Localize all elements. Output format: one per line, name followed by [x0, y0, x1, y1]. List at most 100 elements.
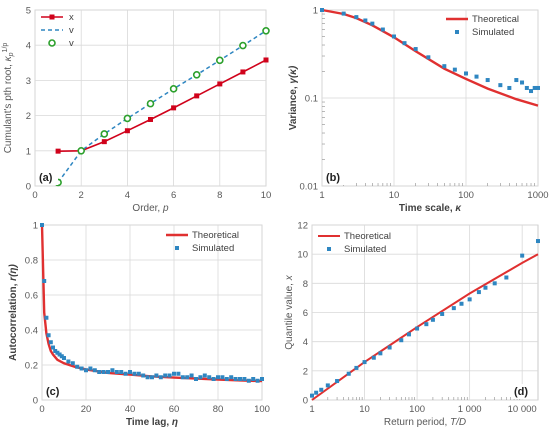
simulated-marker: [524, 85, 529, 90]
simulated-marker: [92, 368, 97, 373]
simulated-marker: [202, 373, 207, 378]
simulated-marker: [442, 64, 447, 69]
y-axis-label: Autocorrelation, r(η): [8, 263, 19, 360]
simulated-marker: [335, 379, 340, 384]
simulated-marker: [371, 355, 376, 360]
simulated-marker: [483, 285, 488, 290]
panel-label: (c): [46, 386, 60, 398]
series-v-marker: [216, 56, 224, 65]
x-axis-label: Order, p: [132, 203, 169, 214]
simulated-marker: [172, 371, 176, 376]
simulated-marker: [158, 375, 163, 380]
series-x-marker: [171, 105, 177, 111]
simulated-marker: [363, 18, 368, 23]
legend-swatch: [327, 247, 331, 251]
panel-label: (d): [514, 386, 528, 398]
simulated-marker: [145, 375, 150, 380]
x-tick-label: 2: [79, 190, 84, 201]
simulated-marker: [387, 345, 392, 350]
simulated-marker: [514, 78, 519, 83]
x-tick-label: 1000: [527, 190, 548, 201]
series-x-line: [58, 59, 267, 152]
series-v-dashed-line: [57, 30, 267, 183]
y-tick-label: 0.2: [25, 361, 38, 372]
simulated-marker: [467, 297, 472, 302]
series-x-marker: [240, 69, 246, 75]
legend-label: Theoretical: [472, 14, 519, 25]
legend-swatch: [455, 30, 459, 34]
simulated-marker: [354, 15, 359, 20]
simulated-marker: [185, 375, 190, 380]
simulated-marker: [440, 311, 445, 316]
simulated-marker: [150, 375, 154, 380]
simulated-marker: [242, 377, 247, 381]
simulated-marker: [536, 239, 540, 244]
y-axis-label: Cumulant's pth root, κp1/p: [2, 43, 15, 154]
simulated-marker: [520, 253, 525, 258]
simulated-marker: [106, 370, 110, 374]
simulated-marker: [529, 89, 534, 94]
y-tick-label: 5: [26, 6, 31, 17]
simulated-marker: [341, 11, 346, 16]
y-axis-label: Quantile value, x: [284, 274, 295, 350]
y-tick-label: 0.6: [25, 291, 38, 302]
simulated-marker: [141, 373, 146, 378]
theoretical-line: [321, 8, 539, 107]
plot-area: [41, 224, 263, 401]
simulated-marker: [424, 322, 429, 327]
simulated-marker: [532, 85, 537, 90]
series-v-marker: [123, 114, 132, 123]
simulated-marker: [402, 41, 407, 46]
simulated-marker: [246, 378, 251, 383]
simulated-marker: [406, 332, 411, 337]
x-tick-label: 1: [309, 404, 314, 415]
simulated-marker: [44, 315, 49, 320]
panel-label-bg: [511, 384, 533, 399]
series-x-marker: [217, 81, 223, 87]
series-v-marker: [100, 130, 109, 138]
simulated-marker: [167, 373, 172, 378]
simulated-marker: [42, 279, 47, 283]
series-x-marker: [194, 93, 200, 99]
simulated-marker: [66, 359, 71, 364]
panel-label-bg: [36, 170, 58, 185]
simulated-marker: [132, 371, 137, 376]
simulated-marker: [84, 368, 88, 373]
simulated-marker: [229, 375, 234, 380]
legend-label: Simulated: [344, 244, 386, 255]
y-tick-label: 4: [26, 41, 31, 52]
simulated-marker: [79, 366, 84, 371]
x-tick-label: 10: [389, 190, 400, 201]
simulated-marker: [536, 85, 540, 90]
simulated-marker: [216, 375, 220, 380]
x-tick-label: 80: [213, 404, 224, 415]
simulated-marker: [426, 55, 431, 60]
x-tick-label: 0: [39, 404, 44, 415]
panel-label: (b): [326, 172, 340, 184]
simulated-marker: [507, 85, 512, 90]
simulated-marker: [97, 370, 102, 374]
simulated-marker: [55, 350, 60, 355]
y-tick-label: 2: [303, 366, 308, 377]
simulated-marker: [464, 71, 468, 76]
simulated-marker: [53, 349, 58, 353]
simulated-marker: [498, 83, 503, 88]
series-x-marker: [124, 128, 130, 134]
simulated-marker: [380, 27, 385, 32]
panel-a: 0 2 4 6 8 10 0 1 2 3 4 5 Order, p Cumulant's pth root…: [2, 6, 271, 215]
y-tick-label: 2: [26, 111, 31, 122]
plot-area: [34, 9, 267, 187]
simulated-marker: [46, 333, 51, 338]
series-x-marker: [101, 139, 107, 145]
legend-swatch: [175, 246, 179, 250]
y-tick-label: 1: [33, 221, 38, 232]
simulated-marker: [492, 281, 497, 286]
y-tick-label: 10: [297, 250, 308, 261]
y-axis-label: Variance, γ(κ): [288, 65, 299, 130]
simulated-marker: [520, 80, 525, 85]
legend-swatch: [48, 39, 56, 47]
series-v-marker: [169, 85, 178, 93]
legend-label: Theoretical: [344, 231, 391, 242]
simulated-marker: [88, 366, 93, 371]
simulated-marker: [110, 368, 115, 373]
